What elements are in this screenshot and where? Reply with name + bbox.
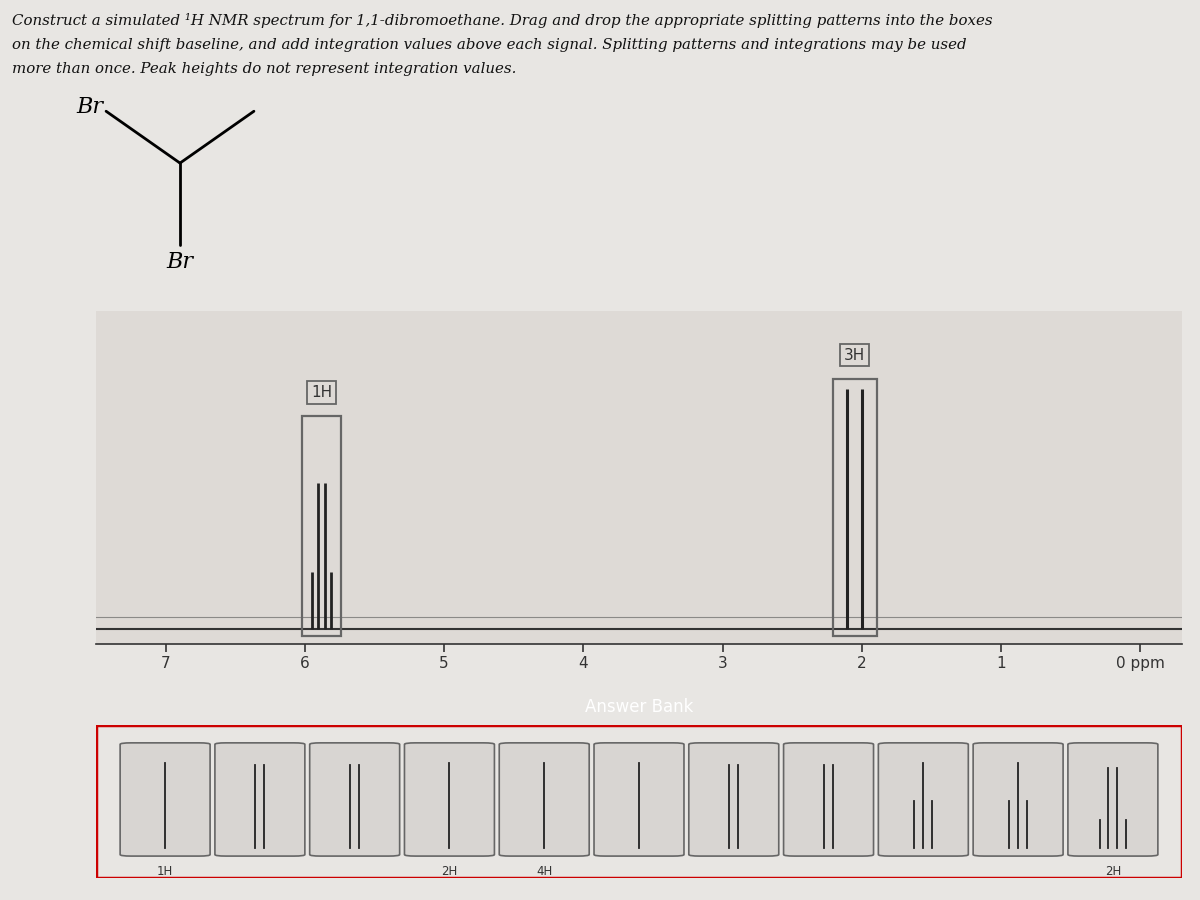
- Text: 3H: 3H: [844, 347, 865, 363]
- FancyBboxPatch shape: [404, 742, 494, 856]
- Text: more than once. Peak heights do not represent integration values.: more than once. Peak heights do not repr…: [12, 62, 516, 77]
- FancyBboxPatch shape: [310, 742, 400, 856]
- Text: Br: Br: [77, 96, 103, 118]
- Bar: [302, 416, 341, 636]
- Text: 4H: 4H: [536, 865, 552, 878]
- Text: 2H: 2H: [442, 865, 457, 878]
- FancyBboxPatch shape: [973, 742, 1063, 856]
- FancyBboxPatch shape: [784, 742, 874, 856]
- Text: 1H: 1H: [157, 865, 173, 878]
- Bar: [833, 379, 877, 636]
- Text: Construct a simulated ¹H NMR spectrum for 1,1-dibromoethane. Drag and drop the a: Construct a simulated ¹H NMR spectrum fo…: [12, 14, 992, 29]
- FancyBboxPatch shape: [499, 742, 589, 856]
- Text: 2H: 2H: [1105, 865, 1121, 878]
- Text: 1H: 1H: [311, 385, 332, 400]
- FancyBboxPatch shape: [120, 742, 210, 856]
- Text: Answer Bank: Answer Bank: [584, 698, 694, 716]
- FancyBboxPatch shape: [689, 742, 779, 856]
- Text: on the chemical shift baseline, and add integration values above each signal. Sp: on the chemical shift baseline, and add …: [12, 38, 967, 52]
- FancyBboxPatch shape: [215, 742, 305, 856]
- FancyBboxPatch shape: [878, 742, 968, 856]
- Text: Br: Br: [167, 251, 193, 274]
- FancyBboxPatch shape: [594, 742, 684, 856]
- FancyBboxPatch shape: [1068, 742, 1158, 856]
